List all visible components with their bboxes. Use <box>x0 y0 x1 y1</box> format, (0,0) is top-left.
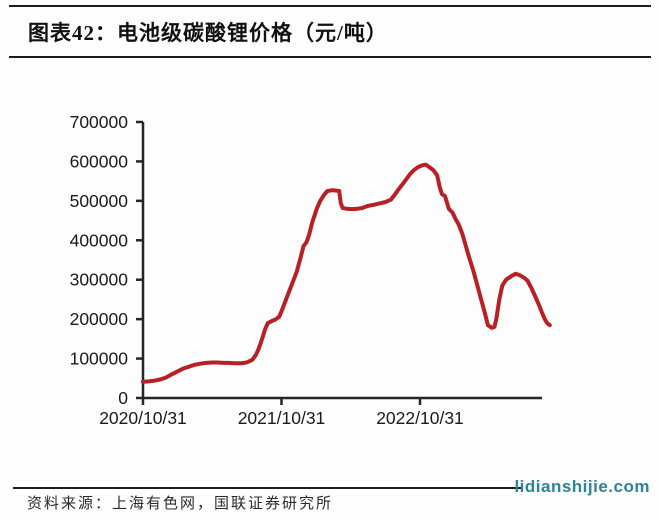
y-tick-label: 500000 <box>70 191 129 211</box>
x-tick-label: 2021/10/31 <box>238 408 326 428</box>
y-tick-label: 300000 <box>70 270 129 290</box>
y-tick-label: 400000 <box>70 230 129 250</box>
y-tick-label: 0 <box>118 388 128 408</box>
y-tick-label: 700000 <box>70 112 129 132</box>
footer-rule <box>13 487 523 489</box>
title-underline-rule <box>9 56 651 58</box>
top-rule <box>9 5 651 7</box>
price-line <box>141 162 552 384</box>
y-tick-label: 100000 <box>70 349 129 369</box>
y-tick-label: 600000 <box>70 151 129 171</box>
watermark-text: lidianshijie.com <box>514 477 650 496</box>
y-tick-label: 200000 <box>70 309 129 329</box>
source-note: 资料来源：上海有色网，国联证券研究所 <box>27 496 334 512</box>
x-tick-label: 2022/10/31 <box>376 408 464 428</box>
x-tick-label: 2020/10/31 <box>99 408 187 428</box>
figure-title: 图表42：电池级碳酸锂价格（元/吨） <box>28 21 388 45</box>
